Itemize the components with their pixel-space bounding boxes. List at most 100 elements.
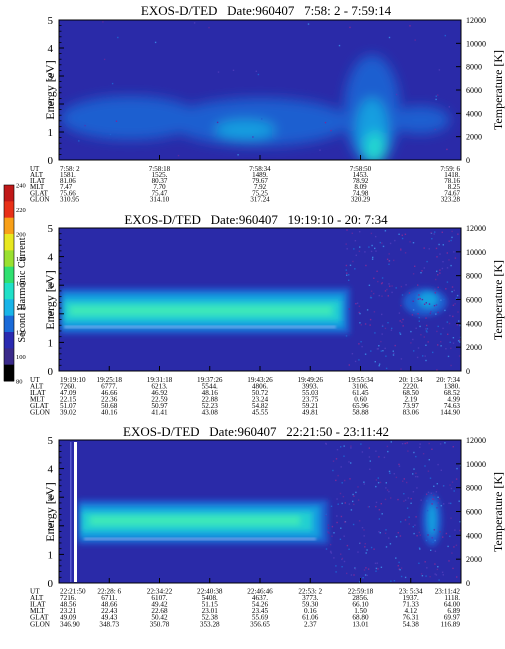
noise-dot: [376, 562, 378, 564]
noise-dot: [408, 292, 411, 294]
noise-dot: [430, 492, 432, 494]
noise-dot: [381, 513, 383, 515]
panel-2-table-value: 19:25:18: [96, 376, 122, 384]
panel-2-table-value: 58.88: [352, 409, 369, 417]
colorbar-segment: [4, 348, 14, 366]
noise-dot: [395, 536, 398, 538]
panel-1-y2tick-label: 10000: [466, 39, 486, 48]
noise-dot: [412, 309, 415, 311]
noise-dot: [348, 461, 350, 463]
noise-dot: [376, 270, 378, 272]
noise-dot: [409, 25, 411, 27]
noise-dot: [345, 243, 347, 245]
noise-dot: [421, 575, 424, 577]
noise-dot: [392, 350, 394, 352]
colorbar-segment: [4, 332, 14, 349]
noise-dot: [358, 305, 361, 307]
panel-3-table-value: 54.26: [252, 600, 269, 608]
panel-1-table-value: 81.06: [60, 177, 76, 185]
panel-2-row-label: GLAT: [30, 402, 49, 410]
noise-dot: [360, 443, 362, 445]
panel-1-table-value: 314.10: [150, 195, 170, 203]
colorbar-segment: [4, 234, 14, 251]
noise-dot: [359, 322, 361, 324]
noise-dot: [437, 274, 439, 276]
noise-dot: [432, 351, 434, 354]
noise-dot: [438, 243, 440, 246]
noise-dot: [380, 282, 383, 285]
noise-dot: [434, 128, 436, 131]
colorbar-label: Second Harmonic Current: [17, 237, 28, 342]
noise-dot: [374, 247, 376, 250]
noise-dot: [330, 505, 333, 507]
noise-dot: [388, 490, 390, 493]
noise-dot: [349, 478, 351, 480]
panel-1-ylabel: Energy [eV]: [43, 60, 57, 119]
panel-3-table-value: 1937.: [403, 594, 419, 602]
noise-dot: [381, 295, 383, 297]
axes-layer: 012345020004000600080001000012000UTALTIL…: [30, 15, 486, 628]
noise-dot: [352, 493, 354, 496]
noise-dot: [355, 303, 357, 305]
noise-dot: [378, 363, 381, 365]
noise-dot: [437, 502, 439, 504]
noise-dot: [412, 526, 414, 528]
noise-dot: [237, 154, 239, 156]
panel-2-y2tick-label: 10000: [466, 248, 486, 257]
noise-dot: [403, 493, 405, 495]
noise-dot: [360, 341, 362, 343]
noise-dot: [459, 324, 461, 327]
noise-dot: [341, 482, 343, 484]
noise-dot: [372, 256, 374, 259]
panel-2-table-value: 22.59: [151, 396, 168, 404]
noise-dot: [335, 571, 337, 573]
noise-dot: [340, 515, 343, 518]
noise-dot: [357, 551, 359, 553]
noise-dot: [331, 535, 333, 537]
noise-dot: [425, 344, 427, 346]
panel-2-table-value: 3993.: [302, 383, 318, 391]
panel-2-ytick-label: 3: [48, 280, 54, 292]
panel-3-table-value: 348.73: [99, 620, 119, 628]
noise-dot: [399, 569, 401, 571]
noise-dot: [425, 302, 427, 304]
panel-2-row-label: ILAT: [30, 389, 46, 397]
noise-dot: [434, 539, 436, 542]
noise-dot: [437, 496, 439, 498]
noise-dot: [393, 259, 395, 262]
noise-dot: [370, 297, 373, 299]
panel-3-table-value: 23.45: [252, 607, 269, 615]
noise-dot: [399, 332, 401, 334]
noise-dot: [350, 447, 352, 449]
noise-dot: [433, 529, 435, 531]
noise-dot: [388, 260, 390, 262]
colorbar-tick-label: 240: [16, 183, 26, 190]
noise-dot: [370, 250, 373, 253]
noise-dot: [450, 239, 452, 242]
noise-dot: [304, 121, 306, 123]
noise-dot: [447, 333, 449, 335]
panel-3-table-value: 71.33: [403, 600, 420, 608]
noise-dot: [417, 347, 420, 349]
noise-dot: [345, 264, 348, 267]
noise-dot: [350, 462, 352, 464]
noise-dot: [78, 140, 80, 142]
noise-dot: [417, 284, 419, 286]
panel-3-ylabel: Energy [eV]: [43, 482, 57, 541]
noise-dot: [367, 506, 370, 508]
noise-dot: [387, 295, 389, 297]
panel-1-table-value: 1489.: [252, 171, 268, 179]
panel-3-heatmap: [59, 440, 461, 583]
noise-dot: [378, 531, 380, 533]
noise-dot: [435, 313, 437, 315]
panel-2-ytick-label: 0: [48, 366, 54, 378]
panel-3-y2tick-label: 8000: [466, 484, 482, 493]
noise-dot: [436, 507, 438, 509]
noise-dot: [377, 482, 380, 484]
noise-dot: [423, 303, 426, 305]
noise-dot: [451, 290, 453, 293]
panel-2-table-value: 19:19:10: [60, 376, 86, 384]
noise-dot: [452, 337, 455, 339]
panel-3-y2tick-label: 12000: [466, 436, 486, 445]
noise-dot: [427, 491, 430, 493]
